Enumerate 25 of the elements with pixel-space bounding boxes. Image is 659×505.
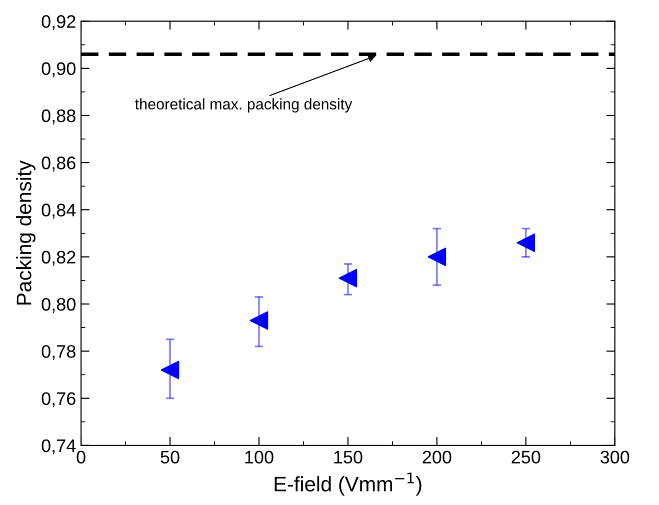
x-tick-label: 300 — [600, 450, 630, 464]
point — [250, 311, 268, 330]
x-tick-label: 100 — [245, 450, 274, 464]
x-tick-label: 250 — [512, 450, 540, 464]
x-tick-label: 150 — [334, 450, 362, 464]
y-tick-label: 0,90 — [42, 62, 76, 78]
x-tick-label: 200 — [422, 450, 452, 464]
y-tick-label: 0,76 — [42, 392, 76, 408]
y-tick-label: 0,92 — [42, 15, 76, 30]
y-tick-label: 0,84 — [42, 204, 76, 219]
point — [160, 360, 180, 380]
y-tick-label: 0,82 — [42, 250, 76, 266]
y-tick-label: 0,88 — [42, 109, 76, 124]
y-tick-label: 0,80 — [42, 298, 76, 313]
x-tick-label: 50 — [160, 450, 180, 464]
y-axis-title: Packing density — [16, 160, 36, 305]
point — [428, 248, 446, 266]
y-tick-label: 0,78 — [42, 345, 76, 360]
y-tick-label: 0,86 — [42, 156, 76, 172]
point — [516, 234, 536, 252]
x-tick-label: 0 — [76, 450, 86, 464]
x-axis-title: E-field (Vmm$^{−1}$) — [274, 472, 422, 496]
point — [338, 268, 358, 288]
ref-line-label: theoretical max. packing density — [135, 98, 352, 113]
y-tick-label: 0,74 — [42, 439, 76, 454]
